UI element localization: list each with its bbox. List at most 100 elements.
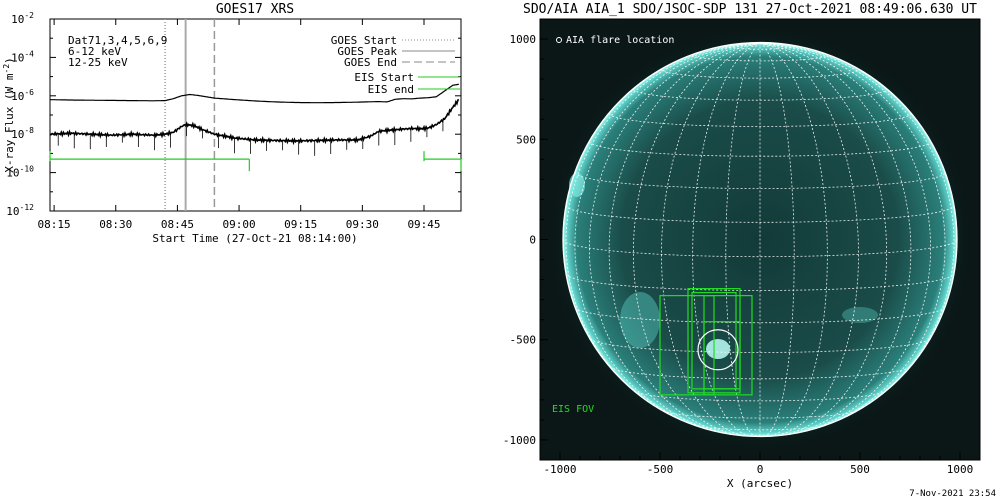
- grid-latitude-line: [661, 69, 859, 79]
- goes-event-lines: [164, 19, 216, 211]
- grid-longitude-line: [759, 42, 958, 240]
- grid-longitude-line: [574, 42, 761, 431]
- eis-fov-box: [659, 295, 715, 396]
- grid-longitude-line: [562, 42, 761, 240]
- legend-eis-start-label: EIS Start: [354, 71, 414, 84]
- legend-eis-end-label: EIS end: [368, 83, 414, 96]
- grid-longitude-line: [588, 42, 761, 435]
- grid-longitude-line: [759, 42, 932, 435]
- legend-goes-peak-label: GOES Peak: [337, 45, 397, 58]
- grid-longitude-line: [759, 42, 946, 431]
- aia-ytick-label: 500: [516, 133, 536, 146]
- aia-ytick-label: -500: [510, 334, 537, 347]
- goes-ytick-base: 10: [6, 205, 19, 218]
- grid-longitude-line: [759, 42, 912, 436]
- solar-limb: [562, 41, 958, 438]
- aia-xtick-label: -1000: [543, 463, 576, 476]
- goes-xtick-label: 09:00: [222, 218, 255, 231]
- grid-longitude-line: [725, 42, 761, 437]
- goes-ytick-exponent: -2: [24, 11, 34, 20]
- eis-fov-label: EIS FOV: [552, 404, 594, 415]
- grid-latitude-line: [565, 273, 955, 291]
- goes-ytick-base: 10: [6, 167, 19, 180]
- aia-xtick-label: 0: [757, 463, 764, 476]
- aia-x-label: X (arcsec): [727, 477, 793, 490]
- flare-location-marker: [697, 329, 739, 371]
- eis-fov-box: [703, 321, 741, 390]
- grid-longitude-line: [633, 42, 761, 437]
- goes-ytick-label: 10-8: [11, 126, 34, 141]
- channel-label-low: 6-12 keV: [68, 45, 121, 58]
- goes-xtick-label: 08:15: [38, 218, 71, 231]
- flare-legend-label: AIA flare location: [566, 35, 674, 46]
- active-region-markings: [569, 173, 878, 359]
- goes-y-label-sup: -2: [2, 64, 11, 74]
- goes-xtick-label: 08:30: [99, 218, 132, 231]
- goes-ytick-exponent: -6: [24, 88, 34, 97]
- goes-ytick-exponent: -10: [20, 165, 35, 174]
- goes-xtick-label: 09:30: [346, 218, 379, 231]
- flare-legend-icon: [556, 37, 562, 43]
- aia-ytick-label: 1000: [510, 33, 537, 46]
- grid-latitude-line: [692, 54, 828, 62]
- channel-label-high: 12-25 keV: [68, 56, 128, 69]
- footer-timestamp: 7-Nov-2021 23:54: [909, 489, 996, 499]
- aia-ytick-label: -1000: [503, 434, 536, 447]
- grid-latitude-line: [609, 366, 911, 380]
- goes-legend: GOES Start GOES Peak GOES End EIS Start …: [331, 34, 460, 96]
- goes-xtick-label: 08:45: [161, 218, 194, 231]
- goes-xtick-label: 09:45: [407, 218, 440, 231]
- goes-y-label: X-ray Flux (W m-2): [2, 57, 16, 173]
- grid-longitude-line: [759, 42, 955, 415]
- goes-long-channel-curve: [50, 83, 459, 104]
- goes-short-channel-curve: [50, 98, 460, 146]
- eis-fov-boxes: [659, 288, 753, 396]
- aia-x-axis: -1000 -500 0 500 1000: [543, 452, 973, 476]
- grid-latitude-line: [662, 410, 858, 419]
- goes-ytick-label: 10-6: [11, 88, 34, 103]
- goes-xtick-label: 09:15: [284, 218, 317, 231]
- goes-ytick-exponent: -4: [24, 49, 34, 58]
- goes-ytick-base: 10: [11, 13, 24, 26]
- bright-region-west: [842, 307, 878, 323]
- goes-ytick-exponent: -8: [24, 126, 34, 135]
- grid-longitude-line: [759, 42, 859, 437]
- legend-goes-end-label: GOES End: [344, 56, 397, 69]
- grid-longitude-line: [608, 42, 761, 436]
- aia-xtick-label: -500: [647, 463, 674, 476]
- heliographic-grid: [562, 41, 958, 438]
- grid-longitude-line: [759, 42, 887, 437]
- goes-y-label-close: ): [3, 57, 16, 64]
- grid-longitude-line: [759, 42, 795, 437]
- grid-latitude-line: [633, 390, 887, 402]
- goes-ytick-base: 10: [11, 90, 24, 103]
- goes-ytick-label: 10-12: [6, 203, 34, 218]
- legend-goes-start-label: GOES Start: [331, 34, 397, 47]
- goes-title: GOES17 XRS: [216, 2, 294, 17]
- goes-ytick-base: 10: [11, 51, 24, 64]
- goes-ytick-label: 10-2: [11, 11, 34, 26]
- grid-longitude-line: [565, 42, 761, 415]
- grid-longitude-line: [661, 42, 761, 437]
- eis-interval-lines: [49, 151, 462, 172]
- grid-latitude-line: [574, 306, 946, 324]
- aia-xtick-label: 1000: [947, 463, 974, 476]
- goes-x-axis: 08:15 08:30 08:45 09:00 09:15 09:30 09:45: [38, 19, 441, 231]
- aia-panel: SDO/AIA AIA_1 SDO/JSOC-SDP 131 27-Oct-20…: [503, 2, 981, 490]
- goes-ytick-base: 10: [11, 128, 24, 141]
- grid-latitude-line: [574, 172, 946, 189]
- aia-title: SDO/AIA AIA_1 SDO/JSOC-SDP 131 27-Oct-20…: [523, 2, 977, 17]
- goes-ytick-label: 10-10: [6, 165, 34, 180]
- goes-curves: [50, 83, 460, 156]
- goes-y-label-main: X-ray Flux (W m: [3, 73, 16, 173]
- goes-ytick-exponent: -12: [20, 203, 35, 212]
- goes-ytick-label: 10-4: [11, 49, 34, 64]
- grid-latitude-line: [562, 239, 958, 258]
- dataset-label: Dat71,3,4,5,6,9: [68, 34, 167, 47]
- bright-region-east: [620, 292, 660, 348]
- aia-y-axis: 1000 500 0 -500 -1000: [503, 33, 548, 447]
- flare-kernel: [706, 339, 730, 359]
